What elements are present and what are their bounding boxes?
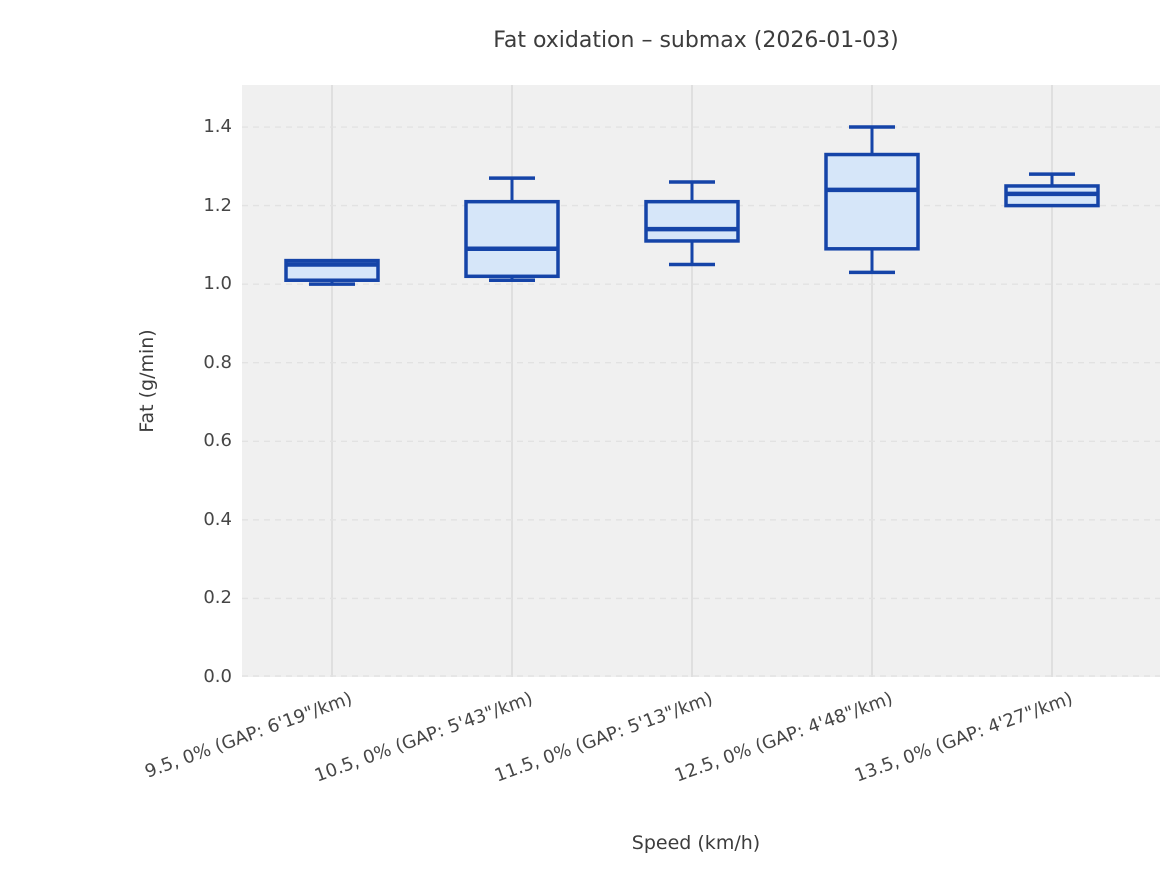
y-tick-label: 1.2 xyxy=(203,194,232,216)
x-axis-label: Speed (km/h) xyxy=(631,832,761,854)
y-axis-label: Fat (g/min) xyxy=(136,329,158,433)
iqr-box xyxy=(824,152,920,251)
chart-title: Fat oxidation – submax (2026-01-03) xyxy=(493,28,899,53)
plot-area xyxy=(242,85,1160,677)
iqr-box xyxy=(464,199,560,279)
y-tick-label: 1.4 xyxy=(203,116,232,138)
y-tick-label: 0.6 xyxy=(203,430,232,452)
y-tick-label: 0.2 xyxy=(203,587,232,609)
plot-background xyxy=(242,85,1160,677)
iqr-box xyxy=(644,199,740,243)
y-tick-label: 0.4 xyxy=(203,508,232,530)
y-tick-label: 0.0 xyxy=(203,666,232,687)
y-tick-label: 0.8 xyxy=(203,351,232,373)
y-tick-label: 1.0 xyxy=(203,273,232,295)
